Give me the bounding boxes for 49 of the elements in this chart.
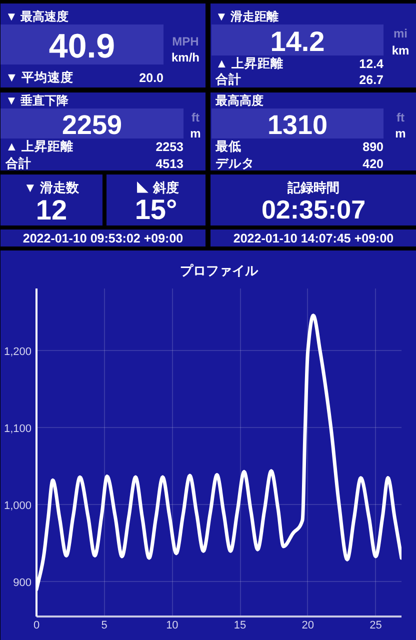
text: km/h bbox=[171, 50, 200, 64]
text: 2253 bbox=[156, 140, 184, 154]
x-tick-label: 20 bbox=[302, 620, 314, 632]
text: 4513 bbox=[156, 157, 184, 171]
text: ◣ 斜度 bbox=[136, 180, 179, 195]
text: 15° bbox=[134, 194, 178, 225]
text: ▲ 上昇距離 bbox=[6, 140, 74, 154]
text: m bbox=[395, 126, 406, 140]
text: 最高高度 bbox=[214, 94, 264, 108]
text: 890 bbox=[362, 140, 384, 154]
text: 記録時間 bbox=[286, 180, 340, 195]
x-tick-label: 25 bbox=[370, 620, 382, 632]
text: km bbox=[392, 44, 410, 58]
text: 40.9 bbox=[48, 28, 116, 66]
text: 420 bbox=[362, 157, 384, 171]
text: 12 bbox=[36, 194, 68, 226]
text: mi bbox=[394, 26, 408, 40]
text: 1310 bbox=[267, 110, 328, 140]
text: 26.7 bbox=[359, 73, 384, 87]
text: 20.0 bbox=[139, 71, 164, 85]
text: ▲ 上昇距離 bbox=[216, 56, 284, 70]
text: ▼ 平均速度 bbox=[6, 70, 74, 84]
y-tick-label: 1,000 bbox=[4, 500, 32, 512]
x-tick-label: 15 bbox=[234, 620, 246, 632]
text: 2022-01-10 09:53:02 +09:00 bbox=[22, 232, 184, 246]
text: ▼ 垂直下降 bbox=[6, 94, 70, 108]
text: 合計 bbox=[214, 72, 242, 86]
text: ft bbox=[396, 110, 405, 124]
y-tick-label: 1,200 bbox=[4, 346, 32, 358]
x-tick-label: 5 bbox=[101, 620, 108, 632]
text: 2022-01-10 14:07:45 +09:00 bbox=[233, 232, 394, 246]
text: ▼ 最高速度 bbox=[6, 10, 69, 24]
chart-title: プロファイル bbox=[180, 263, 259, 278]
text: 合計 bbox=[4, 156, 32, 170]
x-tick-label: 10 bbox=[166, 620, 178, 632]
text: デルタ bbox=[216, 156, 254, 170]
text: MPH bbox=[172, 34, 199, 48]
x-tick-label: 0 bbox=[33, 620, 40, 632]
text: ▼ 滑走距離 bbox=[216, 10, 279, 24]
text: 12.4 bbox=[359, 57, 384, 71]
y-tick-label: 1,100 bbox=[4, 422, 32, 435]
text: 最低 bbox=[214, 140, 242, 154]
text: m bbox=[190, 126, 201, 140]
text: ▼ 滑走数 bbox=[24, 180, 80, 195]
text: ft bbox=[192, 110, 200, 124]
text: 14.2 bbox=[270, 26, 325, 57]
text: 2259 bbox=[62, 110, 122, 140]
text: 02:35:07 bbox=[261, 194, 366, 224]
y-tick-label: 900 bbox=[13, 576, 32, 589]
